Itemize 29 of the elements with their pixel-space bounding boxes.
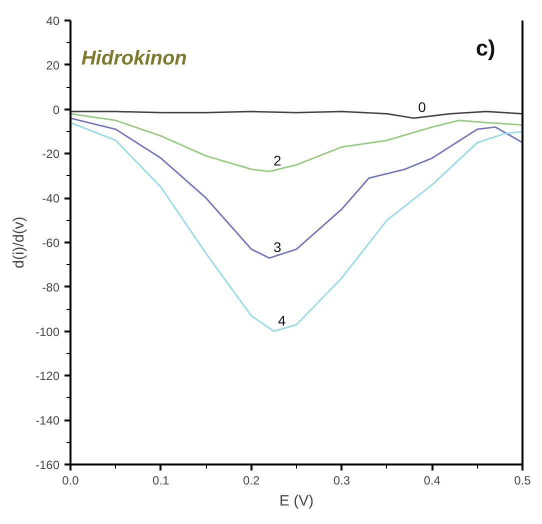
y-tick-label: 20 <box>46 58 60 72</box>
annotation: Hidrokinon <box>81 47 187 70</box>
x-tick-label: 0.5 <box>514 474 532 488</box>
y-tick-label: 40 <box>46 14 60 28</box>
y-tick-label: -140 <box>35 414 60 428</box>
series-label: 2 <box>273 152 282 168</box>
y-tick-label: -100 <box>35 324 60 339</box>
line-series <box>70 122 522 332</box>
y-tick-label: -160 <box>35 458 60 472</box>
y-tick-label: 0 <box>52 102 60 117</box>
y-tick-label: -40 <box>42 192 60 206</box>
y-tick-label: -20 <box>42 147 60 162</box>
line-series <box>70 110 522 119</box>
x-axis-title: E (V) <box>279 492 314 510</box>
series-label: 4 <box>278 312 286 328</box>
series-label: 0 <box>418 99 426 116</box>
y-tick-label: -120 <box>35 369 60 384</box>
x-tick-label: 0.4 <box>424 474 441 488</box>
annotation: c) <box>476 35 496 60</box>
x-tick-label: 0.1 <box>152 474 170 488</box>
x-tick-label: 0.3 <box>333 474 350 488</box>
y-tick-label: -60 <box>42 236 60 250</box>
y-tick-label: -80 <box>42 280 60 294</box>
line-series <box>70 112 522 172</box>
x-tick-label: 0.0 <box>62 474 80 488</box>
line-series <box>70 117 522 259</box>
y-axis-title: d(i)/d(v) <box>10 216 28 268</box>
x-tick-label: 0.2 <box>242 474 260 488</box>
series-label: 3 <box>273 239 282 256</box>
